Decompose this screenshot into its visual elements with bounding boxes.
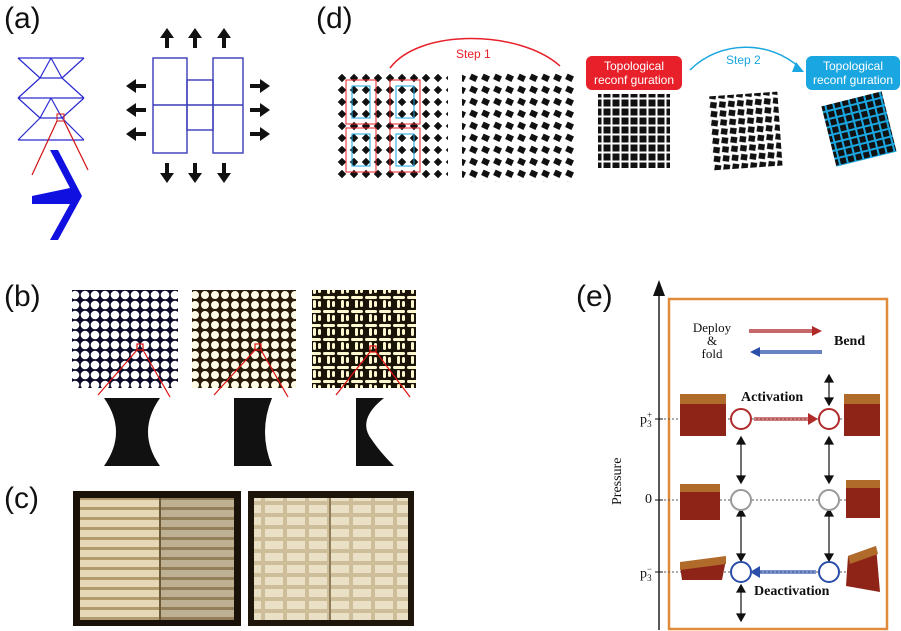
lattice-blue-highlight	[821, 91, 897, 167]
arrows-down	[160, 163, 231, 183]
transition-arrows	[735, 373, 835, 623]
metamaterial-circles-1	[72, 290, 178, 388]
badge-topological-red: Topological reconf guration	[586, 56, 682, 90]
tick-zero: 0	[645, 492, 652, 507]
photo-cube-1-front	[80, 498, 160, 620]
activation-label: Activation	[741, 390, 804, 405]
tick-p-plus: p+3	[640, 410, 652, 429]
step2-label: Step 2	[726, 53, 761, 67]
actuator-images	[680, 394, 880, 592]
deactivation-label: Deactivation	[754, 584, 830, 599]
metamaterial-weave	[312, 290, 416, 388]
lattice-step1-result	[462, 70, 574, 182]
tick-p-minus: p−3	[640, 564, 652, 583]
photo-cube-2-front	[254, 498, 408, 620]
lattice-reconfigured	[598, 94, 670, 168]
step2-arc	[689, 46, 801, 71]
tick-p-minus-sup: −	[647, 564, 653, 574]
lattice-initial	[336, 70, 448, 182]
rectangle-lattice	[152, 57, 244, 154]
tick-p-minus-base: p	[640, 566, 647, 582]
hinge-shape-1	[104, 398, 160, 466]
tick-p-plus-sup: +	[647, 410, 653, 420]
step1-arc	[389, 37, 561, 69]
arrows-right	[250, 79, 270, 141]
tick-p-plus-sub: 3	[647, 419, 652, 430]
legend-amp: &	[706, 333, 718, 348]
lattice-step2-result	[707, 91, 783, 171]
legend-fold: fold	[701, 346, 723, 361]
metamaterial-circles-2	[192, 290, 296, 388]
hourglass-lattice	[17, 57, 85, 141]
pressure-axis-label: Pressure	[610, 457, 625, 505]
state-circles	[730, 408, 840, 583]
panel-label-d: (d)	[316, 2, 353, 35]
legend-bend: Bend	[834, 334, 866, 349]
tick-p-minus-sub: 3	[647, 573, 652, 584]
tick-p-plus-base: p	[640, 412, 647, 428]
panel-label-c: (c)	[4, 482, 39, 515]
legend-arrows	[749, 326, 822, 357]
hinge-shape-3	[356, 398, 394, 466]
legend-deploy-fold: Deploy & fold	[682, 321, 742, 360]
hinge-zoom-shape	[32, 150, 82, 240]
badge-topological-blue: Topological reconf guration	[806, 56, 900, 90]
highlight-box	[56, 113, 65, 122]
arrows-left	[126, 79, 146, 141]
hinge-shape-2	[234, 398, 272, 466]
panel-label-b: (b)	[4, 280, 41, 313]
panel-label-a: (a)	[4, 2, 41, 35]
step1-label: Step 1	[456, 47, 491, 61]
legend-deploy: Deploy	[692, 320, 732, 335]
diagram-frame	[667, 297, 889, 631]
panel-label-e: (e)	[576, 280, 613, 313]
arrows-up	[160, 28, 231, 48]
